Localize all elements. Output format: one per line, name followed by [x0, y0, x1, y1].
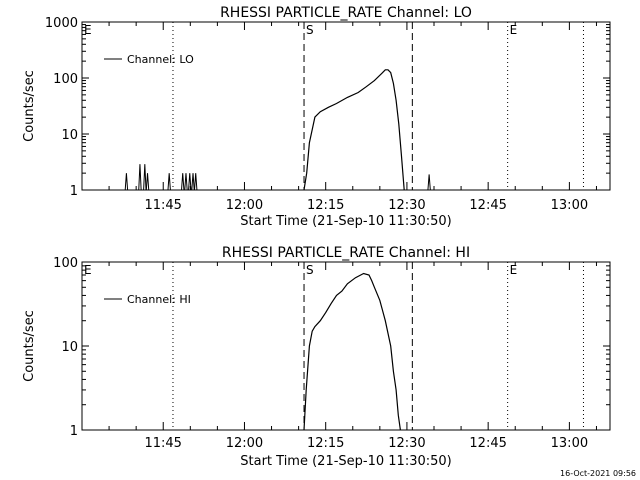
- plot-frame: [81, 21, 611, 191]
- y-tick-label: 1000: [45, 16, 78, 31]
- marker-label: E: [510, 23, 518, 37]
- chart-title: RHESSI PARTICLE_RATE Channel: LO: [220, 5, 472, 21]
- x-tick-label: 12:15: [307, 198, 344, 213]
- x-tick-label: 12:15: [307, 436, 344, 451]
- series-line: [303, 69, 405, 191]
- x-tick-label: 12:30: [388, 436, 425, 451]
- series-spike: [427, 174, 431, 191]
- marker-label: S: [306, 23, 314, 37]
- x-axis-label: Start Time (21-Sep-10 11:30:50): [240, 214, 451, 229]
- panel-lo: RHESSI PARTICLE_RATE Channel: LO 1 10 100 10…: [22, 5, 611, 229]
- series-spike: [145, 173, 150, 191]
- legend-label: Channel: HI: [127, 293, 191, 306]
- y-tick-label: 10: [61, 128, 78, 143]
- y-axis-label: Counts/sec: [22, 310, 37, 382]
- x-tick-label: 11:45: [144, 436, 181, 451]
- series-spike: [124, 173, 129, 191]
- series-spike: [138, 164, 142, 191]
- series-spike: [143, 164, 147, 191]
- x-tick-label: 12:00: [226, 436, 263, 451]
- y-tick-label: 1: [70, 184, 78, 199]
- y-tick-label: 10: [61, 340, 78, 355]
- series-spike: [184, 173, 188, 191]
- y-tick-label: 100: [53, 256, 78, 271]
- marker-label: E: [510, 263, 518, 277]
- x-tick-label: 12:45: [469, 436, 506, 451]
- x-tick-label: 12:00: [226, 198, 263, 213]
- series-spike: [191, 173, 195, 191]
- y-tick-label: 100: [53, 72, 78, 87]
- plot-frame: [81, 261, 611, 431]
- plot-timestamp: 16-Oct-2021 09:56: [560, 469, 636, 478]
- marker-label: E: [84, 263, 92, 277]
- series-line: [303, 272, 401, 431]
- x-tick-label: 12:45: [469, 198, 506, 213]
- series-spike: [181, 173, 185, 191]
- y-tick-label: 1: [70, 424, 78, 439]
- marker-label: S: [306, 263, 314, 277]
- y-axis-label: Counts/sec: [22, 70, 37, 142]
- series-spike: [188, 173, 192, 191]
- x-tick-label: 11:45: [144, 198, 181, 213]
- x-tick-label: 12:30: [388, 198, 425, 213]
- chart-title: RHESSI PARTICLE_RATE Channel: HI: [222, 245, 470, 261]
- marker-label: E: [84, 23, 92, 37]
- x-tick-label: 13:00: [551, 198, 588, 213]
- series-spike: [167, 173, 171, 191]
- series-spike: [194, 173, 198, 191]
- x-tick-label: 13:00: [551, 436, 588, 451]
- panel-hi: RHESSI PARTICLE_RATE Channel: HI 1 10 100 11…: [22, 245, 611, 469]
- legend-label: Channel: LO: [127, 53, 194, 66]
- x-axis-label: Start Time (21-Sep-10 11:30:50): [240, 454, 451, 469]
